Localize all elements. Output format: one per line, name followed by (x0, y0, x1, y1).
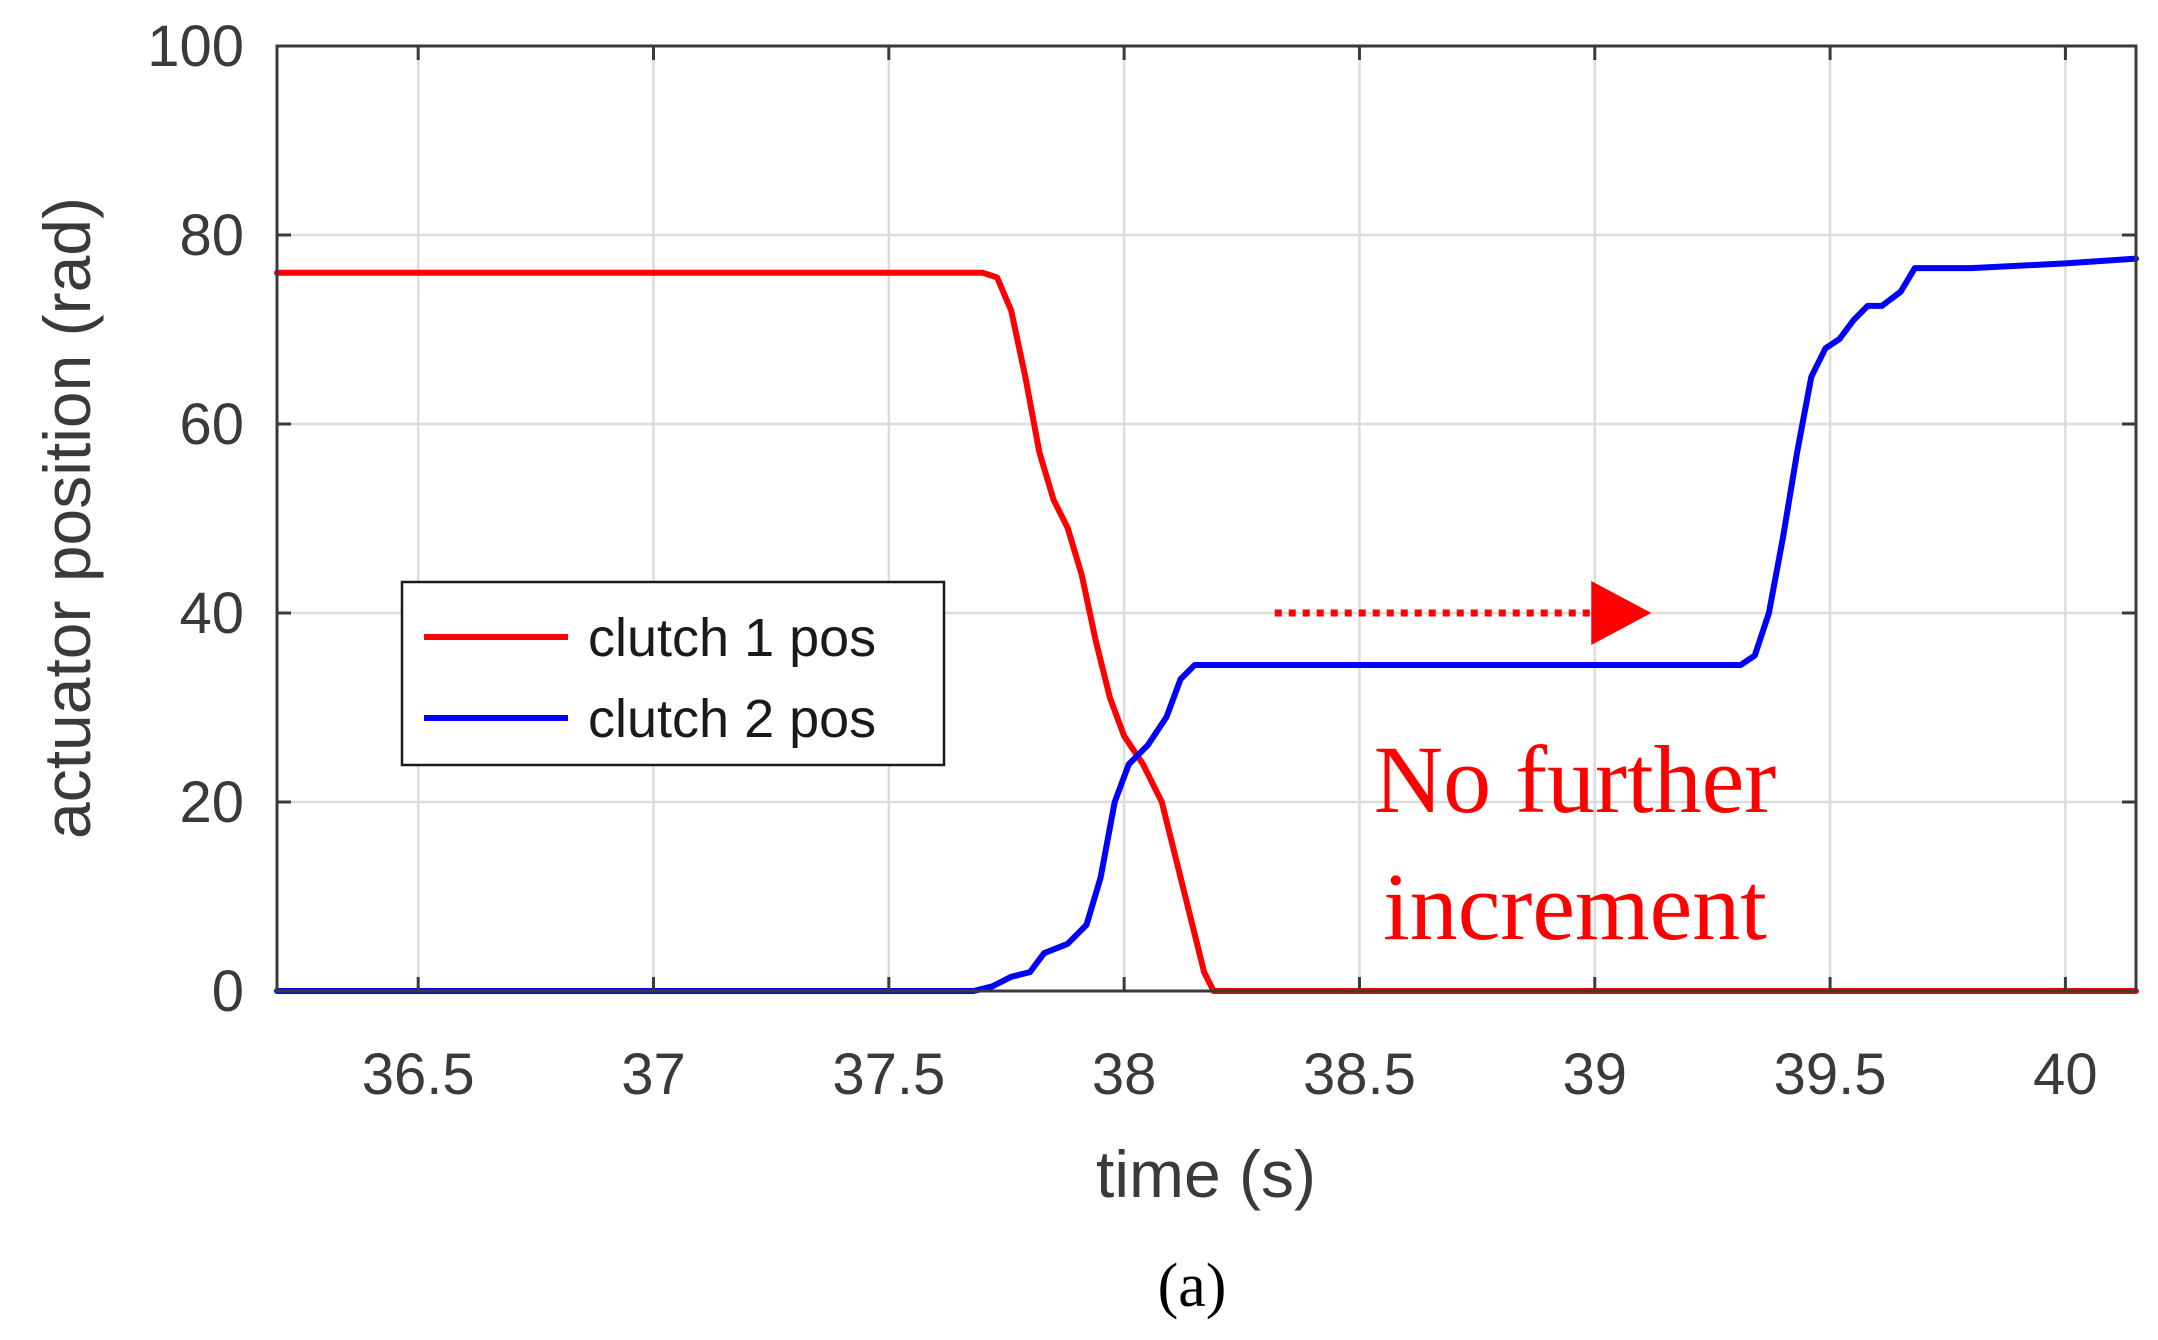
y-tick-label: 100 (147, 14, 244, 79)
plot-area-frame (275, 44, 2138, 993)
x-tick-label: 39 (1563, 1042, 1628, 1107)
x-tick-label: 38 (1092, 1042, 1157, 1107)
grid (277, 44, 2136, 993)
panel-label: (a) (1158, 1252, 1227, 1320)
legend: clutch 1 pos clutch 2 pos (400, 580, 946, 767)
legend-label-clutch-1: clutch 1 pos (588, 608, 876, 668)
y-tick-label: 40 (179, 581, 244, 646)
x-tick-label: 36.5 (362, 1042, 475, 1107)
annotation-text-line-2: increment (1383, 853, 1767, 960)
y-tick-label: 20 (179, 770, 244, 835)
legend-label-clutch-2: clutch 2 pos (588, 689, 876, 749)
x-axis-title: time (s) (1096, 1137, 1316, 1211)
y-tick-label: 60 (179, 392, 244, 457)
x-tick-label: 39.5 (1774, 1042, 1887, 1107)
x-tick-label: 37 (621, 1042, 686, 1107)
x-tick-label: 37.5 (832, 1042, 945, 1107)
y-axis-title: actuator position (rad) (30, 197, 104, 839)
series-line-clutch-2 (274, 255, 2139, 994)
annotation-text-line-1: No further (1374, 726, 1777, 833)
axis-ticks: 36.5 37 37.5 38 38.5 39 39.5 40 0 20 40 60 80 100 (147, 14, 2136, 1107)
x-tick-label: 40 (2033, 1042, 2098, 1107)
y-tick-label: 80 (179, 203, 244, 268)
x-tick-label: 38.5 (1303, 1042, 1416, 1107)
annotation (1274, 581, 1652, 645)
legend-box (400, 580, 946, 767)
annotation-arrow-head (1591, 581, 1652, 645)
y-tick-label: 0 (212, 959, 244, 1024)
